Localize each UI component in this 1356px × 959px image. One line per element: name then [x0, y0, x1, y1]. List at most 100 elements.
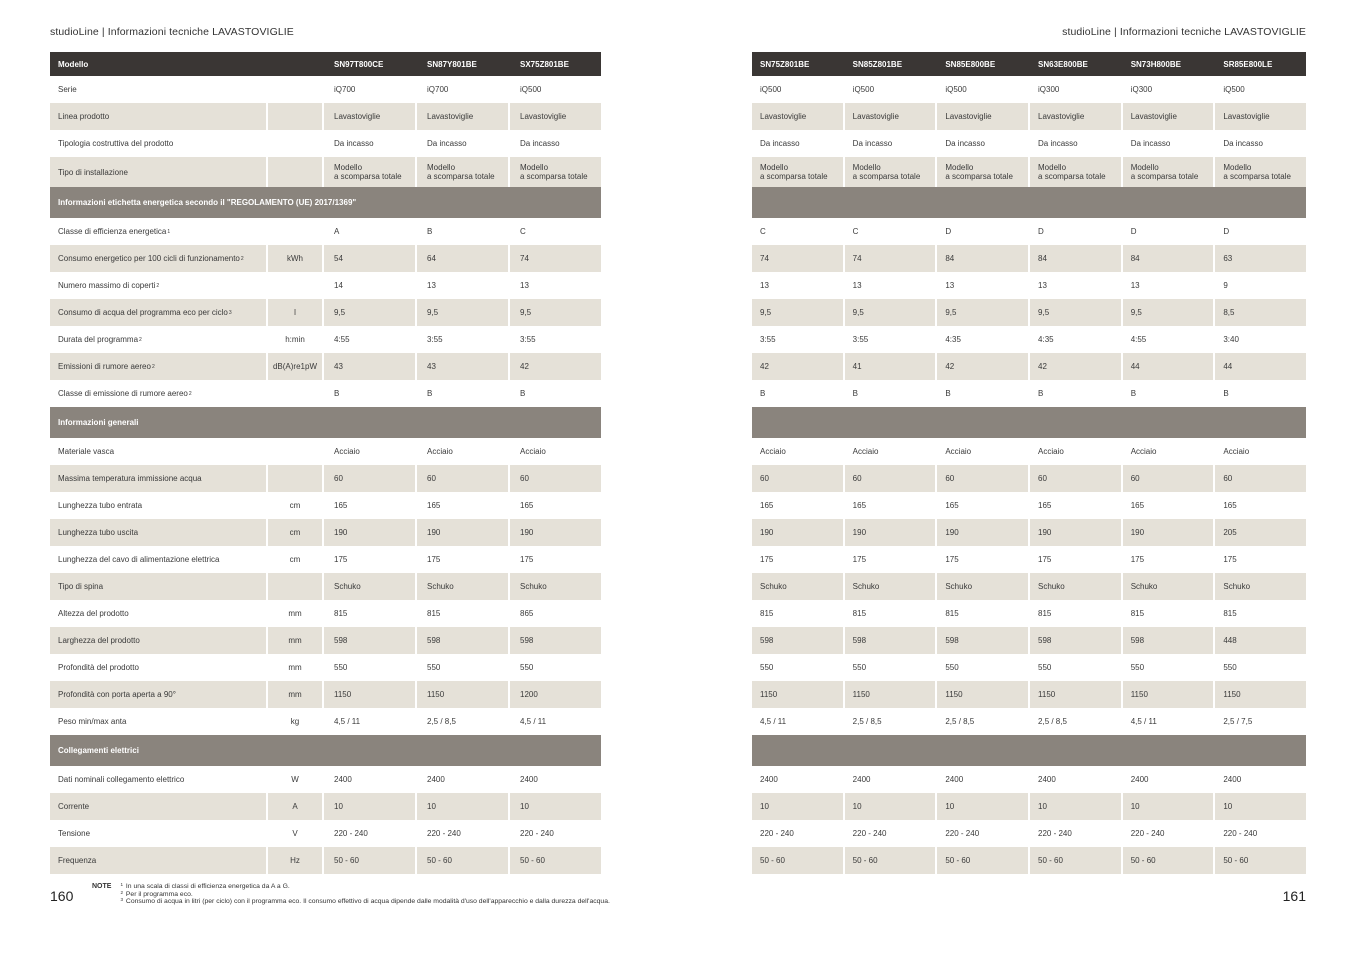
value-cell: iQ300: [1028, 76, 1121, 103]
value-cell: 10: [508, 793, 601, 820]
row-label: Durata del programma 2: [58, 335, 142, 344]
value-cell: Modello a scomparsa totale: [1120, 157, 1214, 187]
spec-row: 60 60 60 60 60 60: [752, 465, 1306, 492]
value-cell: B: [935, 380, 1028, 407]
row-label: Tipo di installazione: [58, 167, 128, 177]
spec-row: 165 165 165 165 165 165: [752, 492, 1306, 519]
spec-row: Lunghezza tubo entrata cm 165 165 165: [50, 492, 601, 519]
value-cell: 598: [1028, 627, 1121, 654]
value-cell: 815: [935, 600, 1028, 627]
value-cell: 815: [1028, 600, 1121, 627]
value-cell: 2400: [322, 766, 415, 793]
value-cell: 598: [322, 627, 415, 654]
value-cell: 598: [415, 627, 508, 654]
spec-row: 42 41 42 42 44 44: [752, 353, 1306, 380]
value-cell: Da incasso: [1213, 130, 1306, 157]
value-cell: 175: [760, 555, 774, 564]
value-cell: 50 - 60: [1028, 847, 1121, 874]
spec-row: Corrente A 10 10 10: [50, 793, 601, 820]
unit-cell: [266, 157, 322, 187]
column-header-model: SN73H800BE: [1130, 59, 1181, 69]
value-cell: 9,5: [842, 299, 936, 326]
row-label: Lunghezza tubo entrata: [58, 501, 143, 510]
column-header-model: SN75Z801BE: [760, 59, 810, 69]
value-cell: 165: [415, 492, 508, 519]
section-band: Informazioni generali: [50, 407, 601, 438]
value-cell: 14: [322, 272, 415, 299]
unit-cell: [266, 380, 322, 407]
value-cell: 4:35: [935, 326, 1028, 353]
column-header-model: SN63E800BE: [1038, 59, 1088, 69]
value-cell: 74: [508, 245, 601, 272]
spec-row: 815 815 815 815 815 815: [752, 600, 1306, 627]
value-cell: B: [1213, 380, 1306, 407]
spec-row: 2400 2400 2400 2400 2400 2400: [752, 766, 1306, 793]
row-label: Classe di emissione di rumore aereo 2: [58, 389, 192, 398]
unit-cell: [266, 438, 322, 465]
row-label: Linea prodotto: [58, 112, 110, 121]
value-cell: Modello a scomparsa totale: [1028, 157, 1121, 187]
value-cell: 60: [842, 465, 936, 492]
value-cell: B: [1120, 380, 1214, 407]
value-cell: 165: [1213, 492, 1306, 519]
value-cell: 9,5: [760, 308, 772, 317]
unit-cell: A: [266, 793, 322, 820]
value-cell: 175: [508, 546, 601, 573]
value-cell: Modello a scomparsa totale: [415, 157, 508, 187]
row-label: Serie: [58, 85, 77, 94]
row-label: Corrente: [58, 802, 90, 811]
spec-row: Modello a scomparsa totale Modello a scom…: [752, 157, 1306, 187]
value-cell: 54: [322, 245, 415, 272]
value-cell: 8,5: [1213, 299, 1306, 326]
value-cell: 9: [1213, 272, 1306, 299]
page-header-right: studioLine | Informazioni tecniche LAVAS…: [1062, 26, 1306, 38]
value-cell: 42: [508, 353, 601, 380]
row-label: Frequenza: [58, 856, 97, 865]
value-cell: 10: [322, 793, 415, 820]
value-cell: 190: [1028, 519, 1121, 546]
value-cell: 598: [842, 627, 936, 654]
unit-cell: cm: [266, 492, 322, 519]
value-cell: 220 - 240: [760, 829, 794, 838]
value-cell: 60: [415, 465, 508, 492]
row-label: Tipologia costruttiva del prodotto: [58, 139, 174, 148]
value-cell: Acciaio: [508, 438, 601, 465]
value-cell: 4:35: [1028, 326, 1121, 353]
spec-row: Profondità con porta aperta a 90° mm 1150 1…: [50, 681, 601, 708]
spec-row: Dati nominali collegamento elettrico W 240…: [50, 766, 601, 793]
value-cell: 10: [1213, 793, 1306, 820]
notes-label: NOTE: [92, 883, 112, 890]
value-cell: 220 - 240: [322, 820, 415, 847]
section-band: [752, 735, 1306, 766]
value-cell: 2,5 / 8,5: [415, 708, 508, 735]
value-cell: 74: [842, 245, 936, 272]
spec-row: Massima temperatura immissione acqua 60 60…: [50, 465, 601, 492]
value-cell: 815: [760, 609, 774, 618]
value-cell: 13: [935, 272, 1028, 299]
spec-row: 13 13 13 13 13 9: [752, 272, 1306, 299]
notes-body: 1 In una scala di classi di efficienza e…: [120, 882, 609, 906]
unit-cell: [266, 130, 322, 157]
value-cell: Da incasso: [760, 139, 800, 148]
value-cell: 165: [935, 492, 1028, 519]
row-label: Massima temperatura immissione acqua: [58, 474, 202, 483]
value-cell: Acciaio: [935, 438, 1028, 465]
value-cell: 550: [1120, 654, 1214, 681]
value-cell: 60: [508, 465, 601, 492]
row-label: Tensione: [58, 829, 91, 838]
value-cell: 220 - 240: [1028, 820, 1121, 847]
value-cell: 220 - 240: [415, 820, 508, 847]
value-cell: 43: [322, 353, 415, 380]
value-cell: 2,5 / 7,5: [1213, 708, 1306, 735]
value-cell: 598: [508, 627, 601, 654]
value-cell: 50 - 60: [322, 847, 415, 874]
value-cell: 2400: [508, 766, 601, 793]
spec-row: 550 550 550 550 550 550: [752, 654, 1306, 681]
value-cell: 550: [760, 663, 774, 672]
unit-cell: kg: [266, 708, 322, 735]
page-number-left: 160: [50, 888, 74, 904]
value-cell: Schuko: [1213, 573, 1306, 600]
value-cell: 10: [415, 793, 508, 820]
row-label: Profondità del prodotto: [58, 663, 139, 672]
